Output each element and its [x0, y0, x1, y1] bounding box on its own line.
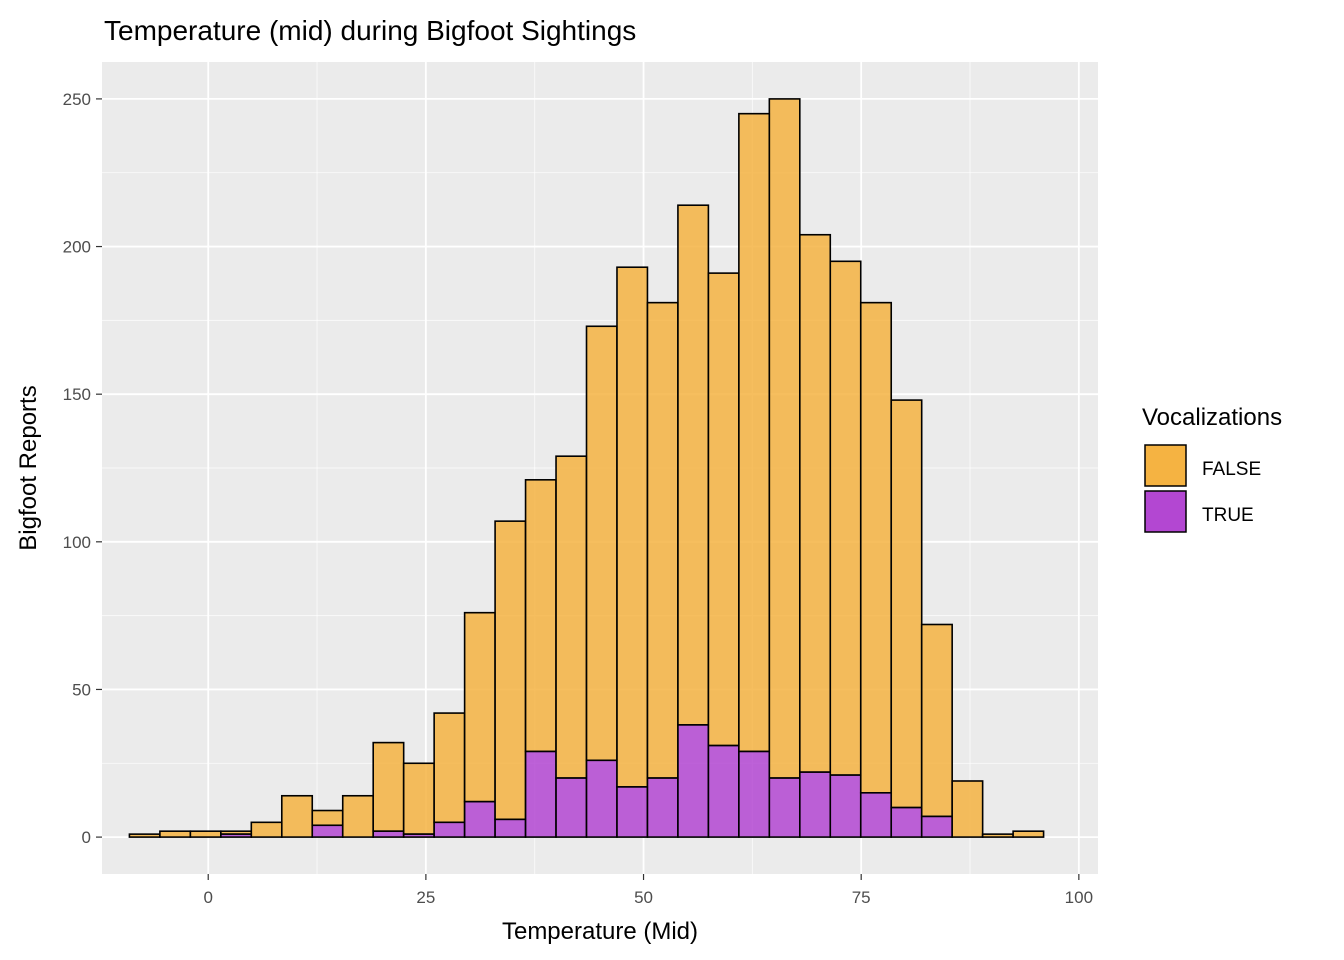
bar-true-segment: [677, 724, 710, 838]
bar-false-segment: [707, 272, 740, 747]
bar-false-segment: [1012, 830, 1045, 838]
x-tick-label: 0: [203, 888, 212, 907]
bar-false-segment: [799, 233, 832, 773]
chart-title: Temperature (mid) during Bigfoot Sightin…: [104, 15, 636, 46]
bar-false-segment: [159, 830, 192, 838]
x-tick-label: 75: [852, 888, 871, 907]
bar-false-segment: [859, 301, 893, 794]
y-tick-label: 250: [63, 90, 91, 109]
bar-true-segment: [890, 806, 923, 838]
bar-false-segment: [524, 479, 557, 753]
y-tick-label: 0: [82, 828, 91, 847]
legend-label-true: TRUE: [1202, 505, 1254, 526]
bar-false-segment: [677, 204, 710, 726]
bar-false-segment: [280, 794, 314, 838]
bar-true-segment: [585, 759, 618, 838]
bar-false-segment: [890, 399, 923, 809]
bar-false-segment: [555, 455, 588, 779]
bar-true-segment: [524, 750, 557, 838]
y-tick-label: 150: [63, 385, 91, 404]
bars: [128, 98, 1045, 838]
bar-true-segment: [616, 786, 649, 838]
bar-true-segment: [646, 777, 679, 838]
x-tick-label: 50: [634, 888, 653, 907]
bar-false-segment: [433, 712, 466, 824]
bar-true-segment: [799, 771, 832, 838]
bar-true-segment: [920, 815, 953, 838]
bar-false-segment: [250, 821, 283, 838]
bar-false-segment: [402, 762, 435, 835]
x-tick-label: 25: [416, 888, 435, 907]
x-axis-title: Temperature (Mid): [502, 918, 698, 945]
bar-true-segment: [707, 744, 740, 838]
x-tick-label: 100: [1065, 888, 1093, 907]
bar-true-segment: [433, 821, 466, 838]
bar-false-segment: [585, 325, 618, 762]
legend-key-true: [1144, 490, 1187, 533]
bar-false-segment: [128, 833, 161, 838]
y-tick-label: 200: [63, 238, 91, 257]
bar-true-segment: [859, 791, 893, 838]
legend-label-false: FALSE: [1202, 459, 1261, 480]
bar-false-segment: [920, 623, 953, 818]
legend-title: Vocalizations: [1142, 404, 1282, 431]
y-axis-title: Bigfoot Reports: [15, 385, 42, 550]
bar-true-segment: [829, 774, 862, 838]
bar-false-segment: [372, 741, 405, 832]
bar-false-segment: [829, 260, 862, 776]
bar-false-segment: [463, 611, 496, 803]
y-tick-label: 100: [63, 533, 91, 552]
bar-false-segment: [494, 520, 527, 821]
legend-key-false: [1144, 444, 1187, 487]
bar-true-segment: [220, 833, 253, 838]
bar-true-segment: [555, 777, 588, 838]
bar-true-segment: [402, 833, 435, 838]
bar-true-segment: [372, 830, 405, 838]
legend: Vocalizations FALSE TRUE: [1142, 404, 1282, 533]
bar-true-segment: [311, 824, 344, 838]
bar-true-segment: [738, 750, 771, 838]
bar-false-segment: [768, 98, 801, 779]
bar-true-segment: [494, 818, 527, 838]
bar-false-segment: [311, 809, 344, 827]
bar-false-segment: [951, 780, 984, 838]
y-tick-label: 50: [72, 680, 91, 699]
bar-true-segment: [768, 777, 801, 838]
bar-true-segment: [463, 800, 496, 838]
bar-false-segment: [646, 301, 679, 779]
axes: 0 25 50 75 100 0 50 100 150 200 250: [63, 90, 1093, 907]
bar-false-segment: [738, 112, 771, 753]
bar-false-segment: [341, 794, 375, 838]
bar-false-segment: [189, 830, 222, 838]
bar-false-segment: [981, 833, 1014, 838]
bar-false-segment: [616, 266, 649, 788]
